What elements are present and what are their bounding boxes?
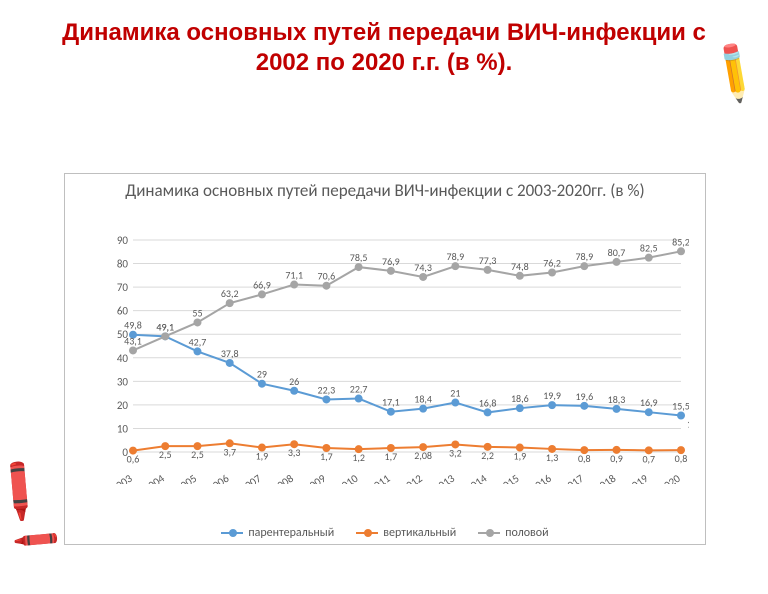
svg-text:3,7: 3,7 [223,445,236,458]
chart-plot: 0102030405060708090200320042005200620072… [109,234,689,484]
svg-text:42,7: 42,7 [189,335,207,348]
svg-text:2020: 2020 [657,472,683,484]
svg-text:60: 60 [117,305,129,318]
svg-text:2010: 2010 [335,472,361,484]
svg-text:1,9: 1,9 [514,450,527,463]
legend-item: половой [478,526,548,540]
svg-text:2018: 2018 [593,472,619,484]
svg-text:90: 90 [117,234,129,247]
crayon-decoration: 🖍️ [0,455,56,527]
svg-text:1,7: 1,7 [385,450,398,463]
svg-text:49,8: 49,8 [124,319,142,332]
svg-text:0,8: 0,8 [578,452,591,465]
svg-text:29: 29 [257,368,267,381]
svg-text:85,2: 85,2 [672,235,689,248]
svg-text:2012: 2012 [399,472,425,484]
svg-text:21: 21 [450,387,460,400]
svg-text:16,8: 16,8 [479,396,497,409]
svg-text:71,1: 71,1 [285,269,303,282]
svg-text:2015: 2015 [496,472,522,484]
svg-text:26: 26 [289,375,299,388]
svg-text:82,5: 82,5 [640,242,658,255]
chart-legend: парентеральный вертикальный половой [65,526,705,540]
legend-label: половой [505,526,548,540]
svg-text:22,7: 22,7 [350,383,368,396]
svg-text:43,1: 43,1 [124,334,142,347]
svg-text:70,6: 70,6 [318,270,336,283]
svg-text:2019: 2019 [625,472,651,484]
svg-text:80: 80 [117,258,129,271]
svg-text:2,5: 2,5 [159,448,172,461]
svg-text:3,2: 3,2 [449,446,462,459]
svg-text:2013: 2013 [431,472,457,484]
legend-label: вертикальный [383,526,456,540]
svg-text:2005: 2005 [173,472,199,484]
svg-text:20: 20 [117,399,129,412]
svg-text:1,2: 1,2 [352,451,365,464]
svg-text:17,1: 17,1 [382,396,400,409]
svg-text:2,2: 2,2 [481,449,494,462]
svg-text:74,8: 74,8 [511,260,529,273]
legend-item: вертикальный [356,526,456,540]
svg-text:2,5: 2,5 [191,448,204,461]
svg-text:2016: 2016 [528,472,554,484]
svg-text:1,7: 1,7 [320,450,333,463]
svg-text:2009: 2009 [302,472,328,484]
svg-text:2008: 2008 [270,472,296,484]
svg-text:2014: 2014 [464,472,490,484]
slide-title: Динамика основных путей передачи ВИЧ-инф… [60,18,708,78]
svg-text:77,3: 77,3 [479,254,497,267]
legend-label: парентеральный [248,526,334,540]
chart-container: Динамика основных путей передачи ВИЧ-инф… [64,173,706,545]
svg-text:11,6: 11,6 [687,417,689,430]
svg-text:76,2: 76,2 [543,257,561,270]
svg-text:63,2: 63,2 [221,287,239,300]
svg-text:78,9: 78,9 [447,250,465,263]
svg-text:15,5: 15,5 [672,399,689,412]
svg-text:1,9: 1,9 [256,450,269,463]
svg-text:66,9: 66,9 [253,278,271,291]
svg-text:1,3: 1,3 [546,451,559,464]
svg-text:19,6: 19,6 [575,390,593,403]
legend-swatch [478,532,500,534]
svg-text:30: 30 [117,375,129,388]
svg-text:0,8: 0,8 [675,452,688,465]
legend-swatch [221,532,243,534]
svg-text:49,1: 49,1 [156,320,174,333]
svg-text:55: 55 [192,306,202,319]
svg-text:3,3: 3,3 [288,446,301,459]
svg-text:22,3: 22,3 [318,383,336,396]
svg-text:78,9: 78,9 [575,250,593,263]
svg-text:2004: 2004 [141,472,167,484]
legend-item: парентеральный [221,526,334,540]
svg-text:10: 10 [117,422,129,435]
svg-text:76,9: 76,9 [382,255,400,268]
svg-text:74,3: 74,3 [414,261,432,274]
legend-swatch [356,532,378,534]
svg-text:70: 70 [117,281,129,294]
svg-text:2006: 2006 [206,472,232,484]
crayon-decoration: ✏️ [698,37,768,107]
svg-text:0,7: 0,7 [642,452,655,465]
svg-text:80,7: 80,7 [608,246,626,259]
svg-text:2007: 2007 [238,472,264,484]
chart-title: Динамика основных путей передачи ВИЧ-инф… [65,180,705,201]
svg-text:2011: 2011 [367,472,393,484]
svg-text:0,9: 0,9 [610,452,623,465]
svg-text:18,4: 18,4 [414,393,432,406]
svg-text:78,5: 78,5 [350,251,368,264]
svg-text:37,8: 37,8 [221,347,239,360]
svg-text:2003: 2003 [109,472,135,484]
svg-text:40: 40 [117,352,129,365]
svg-text:19,9: 19,9 [543,389,561,402]
svg-text:0,6: 0,6 [127,453,140,466]
svg-text:18,6: 18,6 [511,392,529,405]
svg-text:16,9: 16,9 [640,396,658,409]
svg-text:18,3: 18,3 [608,393,626,406]
svg-text:2017: 2017 [560,472,586,484]
svg-text:2,08: 2,08 [414,449,432,462]
